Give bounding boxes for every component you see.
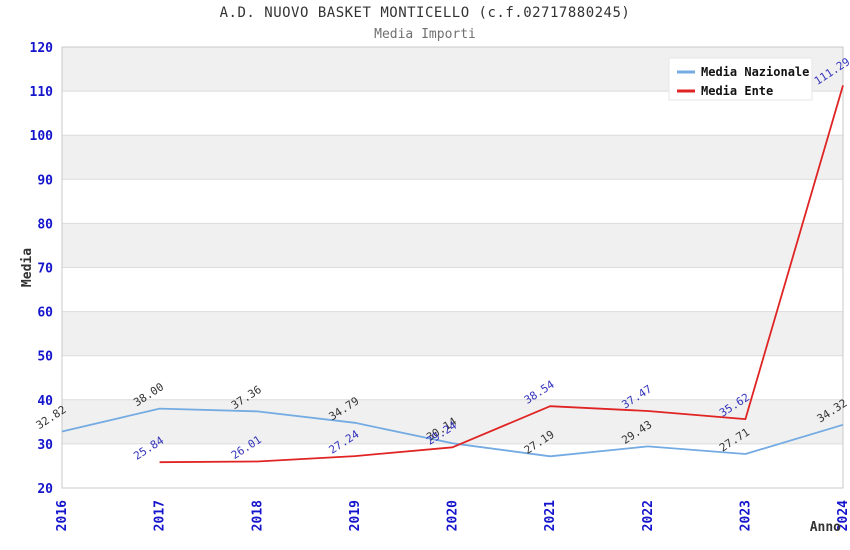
band bbox=[62, 135, 843, 180]
x-tick-label: 2017 bbox=[153, 500, 168, 531]
y-tick-label: 60 bbox=[37, 306, 53, 321]
chart-subtitle: Media Importi bbox=[374, 27, 476, 42]
x-tick-label: 2019 bbox=[348, 500, 363, 531]
y-tick-label: 80 bbox=[37, 217, 53, 232]
series-line-0 bbox=[61, 407, 844, 458]
y-tick-label: 120 bbox=[30, 41, 54, 56]
y-tick-label: 70 bbox=[37, 262, 53, 277]
y-tick-label: 90 bbox=[37, 173, 53, 188]
x-tick-label: 2023 bbox=[738, 500, 753, 531]
x-tick-label: 2020 bbox=[446, 500, 461, 531]
legend-label-0: Media Nazionale bbox=[701, 65, 809, 79]
x-axis-ticks: 2016 2017 2018 2019 2020 2021 2022 2023 2024 bbox=[55, 500, 850, 531]
series-line-1 bbox=[159, 85, 844, 464]
legend: Media Nazionale Media Ente bbox=[668, 57, 813, 101]
band bbox=[62, 223, 843, 268]
y-tick-label: 110 bbox=[30, 85, 54, 100]
band bbox=[62, 179, 843, 224]
x-tick-label: 2021 bbox=[543, 500, 558, 531]
plot-bands bbox=[62, 47, 843, 488]
x-tick-label: 2024 bbox=[836, 500, 850, 531]
y-axis-ticks: 20 30 40 50 60 70 80 90 100 110 120 bbox=[30, 41, 54, 497]
band bbox=[62, 311, 843, 356]
page-title: A.D. NUOVO BASKET MONTICELLO (c.f.027178… bbox=[219, 5, 631, 21]
legend-label-1: Media Ente bbox=[701, 84, 773, 98]
x-tick-label: 2018 bbox=[250, 500, 265, 531]
band bbox=[62, 355, 843, 400]
x-tick-label: 2016 bbox=[55, 500, 70, 531]
band bbox=[62, 399, 843, 444]
y-tick-label: 100 bbox=[30, 129, 54, 144]
y-tick-label: 30 bbox=[37, 438, 53, 453]
x-axis-title: Anno bbox=[810, 520, 841, 535]
band bbox=[62, 267, 843, 312]
y-axis-title: Media bbox=[20, 248, 35, 287]
y-tick-label: 20 bbox=[37, 482, 53, 497]
y-tick-label: 40 bbox=[37, 394, 53, 409]
y-tick-label: 50 bbox=[37, 350, 53, 365]
x-tick-label: 2022 bbox=[641, 500, 656, 531]
legend-box bbox=[668, 57, 813, 101]
plot-border bbox=[61, 46, 844, 489]
